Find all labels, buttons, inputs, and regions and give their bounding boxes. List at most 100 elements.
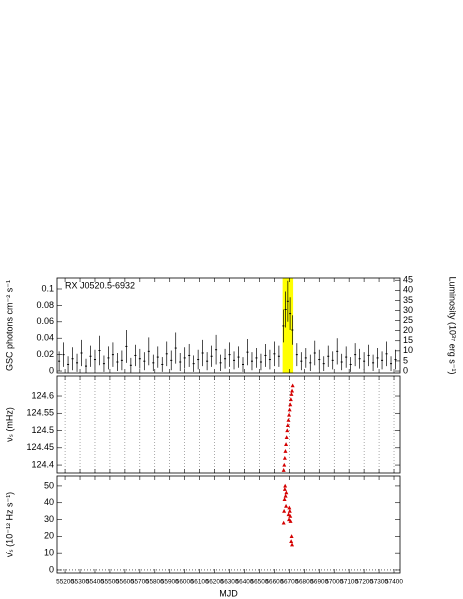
data-point [282,508,287,513]
data-point [285,423,290,427]
data-point [273,353,276,355]
data-point [340,361,343,363]
data-point [71,358,74,360]
data-point [327,355,330,357]
data-point [289,313,292,315]
data-point [62,354,65,356]
data-point [161,363,164,365]
data-point [85,365,88,367]
data-point [179,361,182,363]
data-point [58,360,61,362]
x-tick-label: 56700 [280,579,298,586]
data-point [237,356,240,358]
data-point [129,364,132,366]
data-point [174,347,177,349]
data-point [201,352,204,354]
data-point [313,352,316,354]
y-tick-label: 124.45 [26,442,54,452]
data-point [288,397,293,402]
data-point [349,363,352,365]
data-point [188,354,191,356]
y-tick-label: 10 [44,548,54,558]
plot-frame [56,375,401,474]
data-point [290,383,295,388]
y2-tick-label: 35 [403,295,413,305]
data-point [152,362,155,364]
data-point [215,349,218,351]
data-point [264,354,267,356]
data-point [98,350,101,352]
y2-tick-label: 25 [403,315,413,325]
data-point [281,468,286,472]
data-point [322,363,325,365]
data-point [381,359,384,361]
data-point [358,358,361,360]
data-point [67,363,70,365]
data-point [385,353,388,355]
x-tick-label: 56600 [266,579,284,586]
data-point [170,359,173,361]
data-point [282,462,287,467]
data-point [304,357,307,359]
x-tick-label: 55600 [116,579,134,586]
x-tick-label: 55500 [101,579,119,586]
data-point [287,505,292,510]
data-point [242,363,245,365]
x-tick-label: 57000 [325,579,343,586]
data-point [284,435,289,440]
x-tick-label: 55400 [86,579,104,586]
data-point [143,360,146,362]
data-point [286,417,291,422]
y-tick-label: 40 [44,497,54,507]
data-point [156,356,159,358]
data-point [285,428,290,433]
y2-tick-label: 30 [403,305,413,315]
data-point [289,539,294,543]
y-tick-label: 0.1 [41,283,54,293]
data-point [289,392,294,396]
data-point [183,357,186,359]
data-point [288,519,293,523]
y-axis-label: νₛ (mHz) [4,407,14,442]
data-point [147,350,150,352]
y-tick-label: 0 [49,564,54,574]
y-tick-label: 0.06 [36,316,54,326]
data-point [286,300,289,302]
data-point [345,356,348,358]
data-point [107,357,110,359]
data-point [250,360,253,362]
data-point [284,490,289,495]
data-point [283,493,288,498]
x-tick-label: 56100 [191,579,209,586]
data-point [295,354,298,356]
x-tick-label: 55200 [56,579,74,586]
data-point [80,352,83,354]
plot-frame [56,277,401,374]
y2-tick-label: 5 [403,355,408,365]
data-point [394,359,397,361]
y2-tick-label: 45 [403,275,413,285]
data-point [288,513,293,518]
data-point [282,455,287,460]
annotation: RX J0520.5-6932 [65,280,135,290]
x-tick-label: 56300 [221,579,239,586]
y2-tick-label: 20 [403,325,413,335]
data-point [291,329,294,331]
data-point [277,355,280,357]
y-tick-label: 0.08 [36,300,54,310]
data-point [210,355,213,357]
data-point [224,358,227,360]
data-point [300,360,303,362]
y-tick-label: 30 [44,514,54,524]
data-point [288,402,293,407]
data-point [93,359,96,361]
data-point [290,542,295,547]
x-tick-label: 57400 [385,579,403,586]
data-point [282,487,287,491]
data-point [367,354,370,356]
data-point [268,359,271,361]
y-axis-label: GSC photons cm⁻² s⁻¹ [4,280,14,371]
data-point [354,354,357,356]
